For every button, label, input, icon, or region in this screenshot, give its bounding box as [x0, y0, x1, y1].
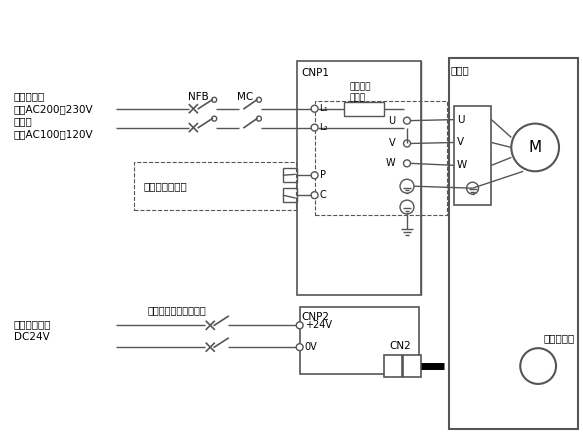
Bar: [345, 102, 384, 116]
Circle shape: [511, 124, 559, 171]
Bar: [384, 355, 402, 377]
Text: CNP2: CNP2: [301, 312, 329, 323]
Bar: [300, 308, 419, 374]
Text: または: または: [13, 117, 32, 127]
Circle shape: [257, 116, 261, 121]
Circle shape: [296, 322, 303, 329]
Text: MC: MC: [237, 92, 254, 102]
Circle shape: [311, 105, 318, 112]
Bar: [283, 188, 297, 202]
Text: L₁: L₁: [319, 104, 328, 113]
Circle shape: [212, 116, 217, 121]
Circle shape: [311, 192, 318, 199]
Circle shape: [403, 140, 410, 147]
Text: V: V: [456, 138, 464, 147]
Text: CN2: CN2: [389, 341, 411, 351]
Text: 主回路電源: 主回路電源: [13, 91, 45, 101]
Circle shape: [520, 348, 556, 384]
Text: C: C: [319, 190, 326, 200]
Text: 制御回路電源: 制御回路電源: [13, 319, 51, 329]
Circle shape: [296, 343, 303, 350]
Text: 単相AC100～120V: 単相AC100～120V: [13, 129, 93, 139]
Circle shape: [311, 172, 318, 179]
Circle shape: [466, 182, 479, 194]
Text: 抗抗器: 抗抗器: [349, 93, 366, 102]
Text: U: U: [456, 114, 464, 125]
Text: サーキットプロテクタ: サーキットプロテクタ: [147, 305, 206, 316]
Text: U: U: [388, 116, 395, 125]
Bar: [449, 58, 578, 429]
Text: W: W: [456, 160, 467, 170]
Text: M: M: [529, 140, 542, 155]
Text: W: W: [385, 158, 395, 168]
Circle shape: [400, 179, 414, 193]
Circle shape: [257, 97, 261, 102]
Bar: [134, 163, 296, 210]
Text: NFB: NFB: [188, 92, 209, 102]
Circle shape: [403, 117, 410, 124]
Bar: [315, 101, 447, 215]
Text: L₂: L₂: [319, 123, 328, 132]
Text: DC24V: DC24V: [13, 332, 49, 342]
Bar: [454, 106, 491, 205]
Text: 単相AC200～230V: 単相AC200～230V: [13, 104, 93, 114]
Text: エンコーダ: エンコーダ: [543, 333, 574, 343]
Circle shape: [212, 97, 217, 102]
Text: モータ: モータ: [451, 65, 469, 75]
Bar: [403, 355, 421, 377]
Text: V: V: [388, 139, 395, 149]
Text: CNP1: CNP1: [301, 68, 329, 78]
Text: P: P: [319, 170, 325, 180]
Bar: [283, 168, 297, 182]
Text: 0V: 0V: [305, 342, 317, 352]
Bar: [297, 61, 421, 295]
Circle shape: [311, 124, 318, 131]
Circle shape: [403, 160, 410, 167]
Text: 内蔵回生: 内蔵回生: [349, 82, 371, 91]
Circle shape: [400, 200, 414, 214]
Text: +24V: +24V: [305, 320, 332, 330]
Text: 回生オプション: 回生オプション: [143, 181, 187, 191]
